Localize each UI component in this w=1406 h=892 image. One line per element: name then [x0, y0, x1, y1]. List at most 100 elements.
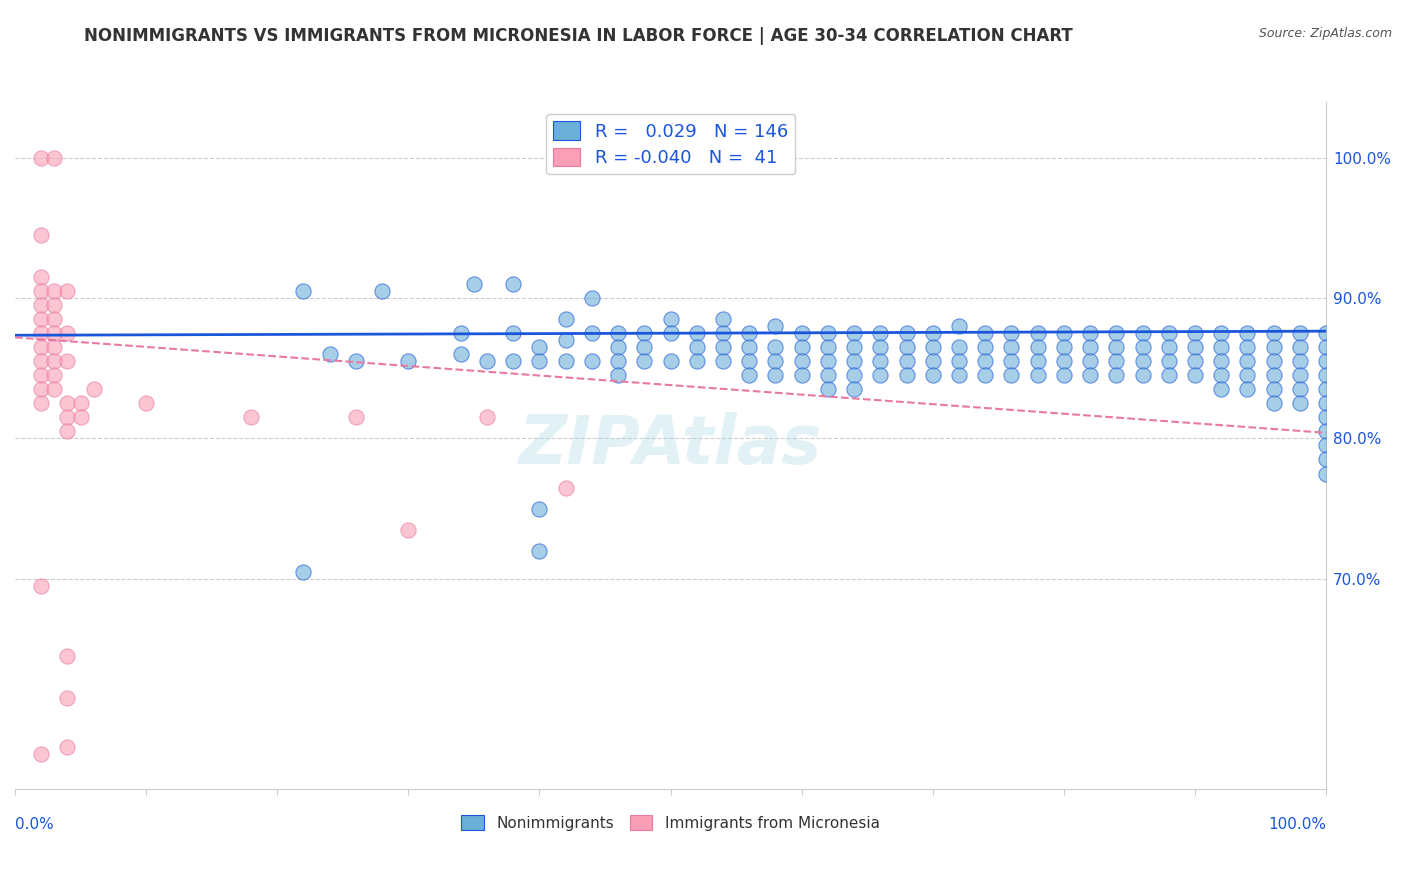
Point: [292, 284, 315, 298]
Point: [633, 340, 655, 354]
Point: [711, 354, 734, 368]
Point: [1211, 382, 1233, 396]
Point: [1288, 354, 1310, 368]
Point: [921, 368, 943, 383]
Point: [1315, 382, 1337, 396]
Point: [1053, 354, 1076, 368]
Text: ZIPAtlas: ZIPAtlas: [519, 412, 823, 478]
Point: [1132, 326, 1154, 340]
Point: [1263, 340, 1285, 354]
Point: [1132, 368, 1154, 383]
Point: [56, 410, 79, 425]
Legend: R =   0.029   N = 146, R = -0.040   N =  41: R = 0.029 N = 146, R = -0.040 N = 41: [546, 114, 796, 174]
Point: [529, 543, 551, 558]
Point: [135, 396, 157, 410]
Point: [1026, 354, 1049, 368]
Point: [30, 396, 52, 410]
Point: [1263, 396, 1285, 410]
Point: [896, 326, 918, 340]
Point: [1053, 368, 1076, 383]
Point: [1026, 368, 1049, 383]
Point: [1211, 354, 1233, 368]
Point: [1315, 368, 1337, 383]
Point: [30, 340, 52, 354]
Point: [529, 340, 551, 354]
Point: [633, 354, 655, 368]
Point: [765, 368, 787, 383]
Point: [56, 284, 79, 298]
Point: [1053, 326, 1076, 340]
Point: [738, 340, 761, 354]
Point: [607, 326, 630, 340]
Point: [633, 326, 655, 340]
Point: [396, 354, 419, 368]
Point: [1078, 340, 1101, 354]
Point: [44, 340, 66, 354]
Point: [1288, 340, 1310, 354]
Point: [1132, 340, 1154, 354]
Point: [581, 326, 603, 340]
Point: [30, 368, 52, 383]
Point: [817, 340, 839, 354]
Point: [974, 354, 997, 368]
Point: [56, 396, 79, 410]
Point: [292, 565, 315, 579]
Point: [30, 326, 52, 340]
Point: [30, 227, 52, 242]
Point: [1184, 326, 1206, 340]
Point: [1078, 368, 1101, 383]
Point: [1157, 340, 1180, 354]
Point: [1211, 368, 1233, 383]
Point: [686, 354, 709, 368]
Point: [1184, 340, 1206, 354]
Point: [83, 382, 105, 396]
Point: [554, 481, 576, 495]
Point: [817, 382, 839, 396]
Point: [371, 284, 394, 298]
Point: [1184, 354, 1206, 368]
Point: [790, 354, 813, 368]
Point: [44, 151, 66, 165]
Point: [30, 354, 52, 368]
Point: [1315, 354, 1337, 368]
Point: [1288, 382, 1310, 396]
Point: [1053, 340, 1076, 354]
Point: [790, 340, 813, 354]
Point: [921, 326, 943, 340]
Point: [1315, 396, 1337, 410]
Point: [711, 326, 734, 340]
Text: 100.0%: 100.0%: [1268, 817, 1326, 832]
Point: [344, 410, 367, 425]
Point: [842, 354, 865, 368]
Point: [240, 410, 263, 425]
Point: [896, 368, 918, 383]
Point: [1315, 438, 1337, 452]
Point: [1315, 452, 1337, 467]
Point: [1105, 340, 1128, 354]
Point: [686, 340, 709, 354]
Point: [842, 382, 865, 396]
Point: [44, 326, 66, 340]
Text: Source: ZipAtlas.com: Source: ZipAtlas.com: [1258, 27, 1392, 40]
Point: [738, 354, 761, 368]
Point: [30, 747, 52, 762]
Point: [44, 368, 66, 383]
Point: [1157, 368, 1180, 383]
Point: [30, 382, 52, 396]
Point: [44, 354, 66, 368]
Point: [1315, 410, 1337, 425]
Point: [659, 326, 682, 340]
Point: [529, 501, 551, 516]
Point: [1026, 326, 1049, 340]
Point: [30, 312, 52, 326]
Point: [30, 151, 52, 165]
Point: [790, 368, 813, 383]
Point: [56, 425, 79, 439]
Point: [790, 326, 813, 340]
Point: [1000, 340, 1022, 354]
Point: [765, 340, 787, 354]
Point: [1315, 326, 1337, 340]
Point: [1263, 382, 1285, 396]
Point: [1105, 354, 1128, 368]
Point: [30, 284, 52, 298]
